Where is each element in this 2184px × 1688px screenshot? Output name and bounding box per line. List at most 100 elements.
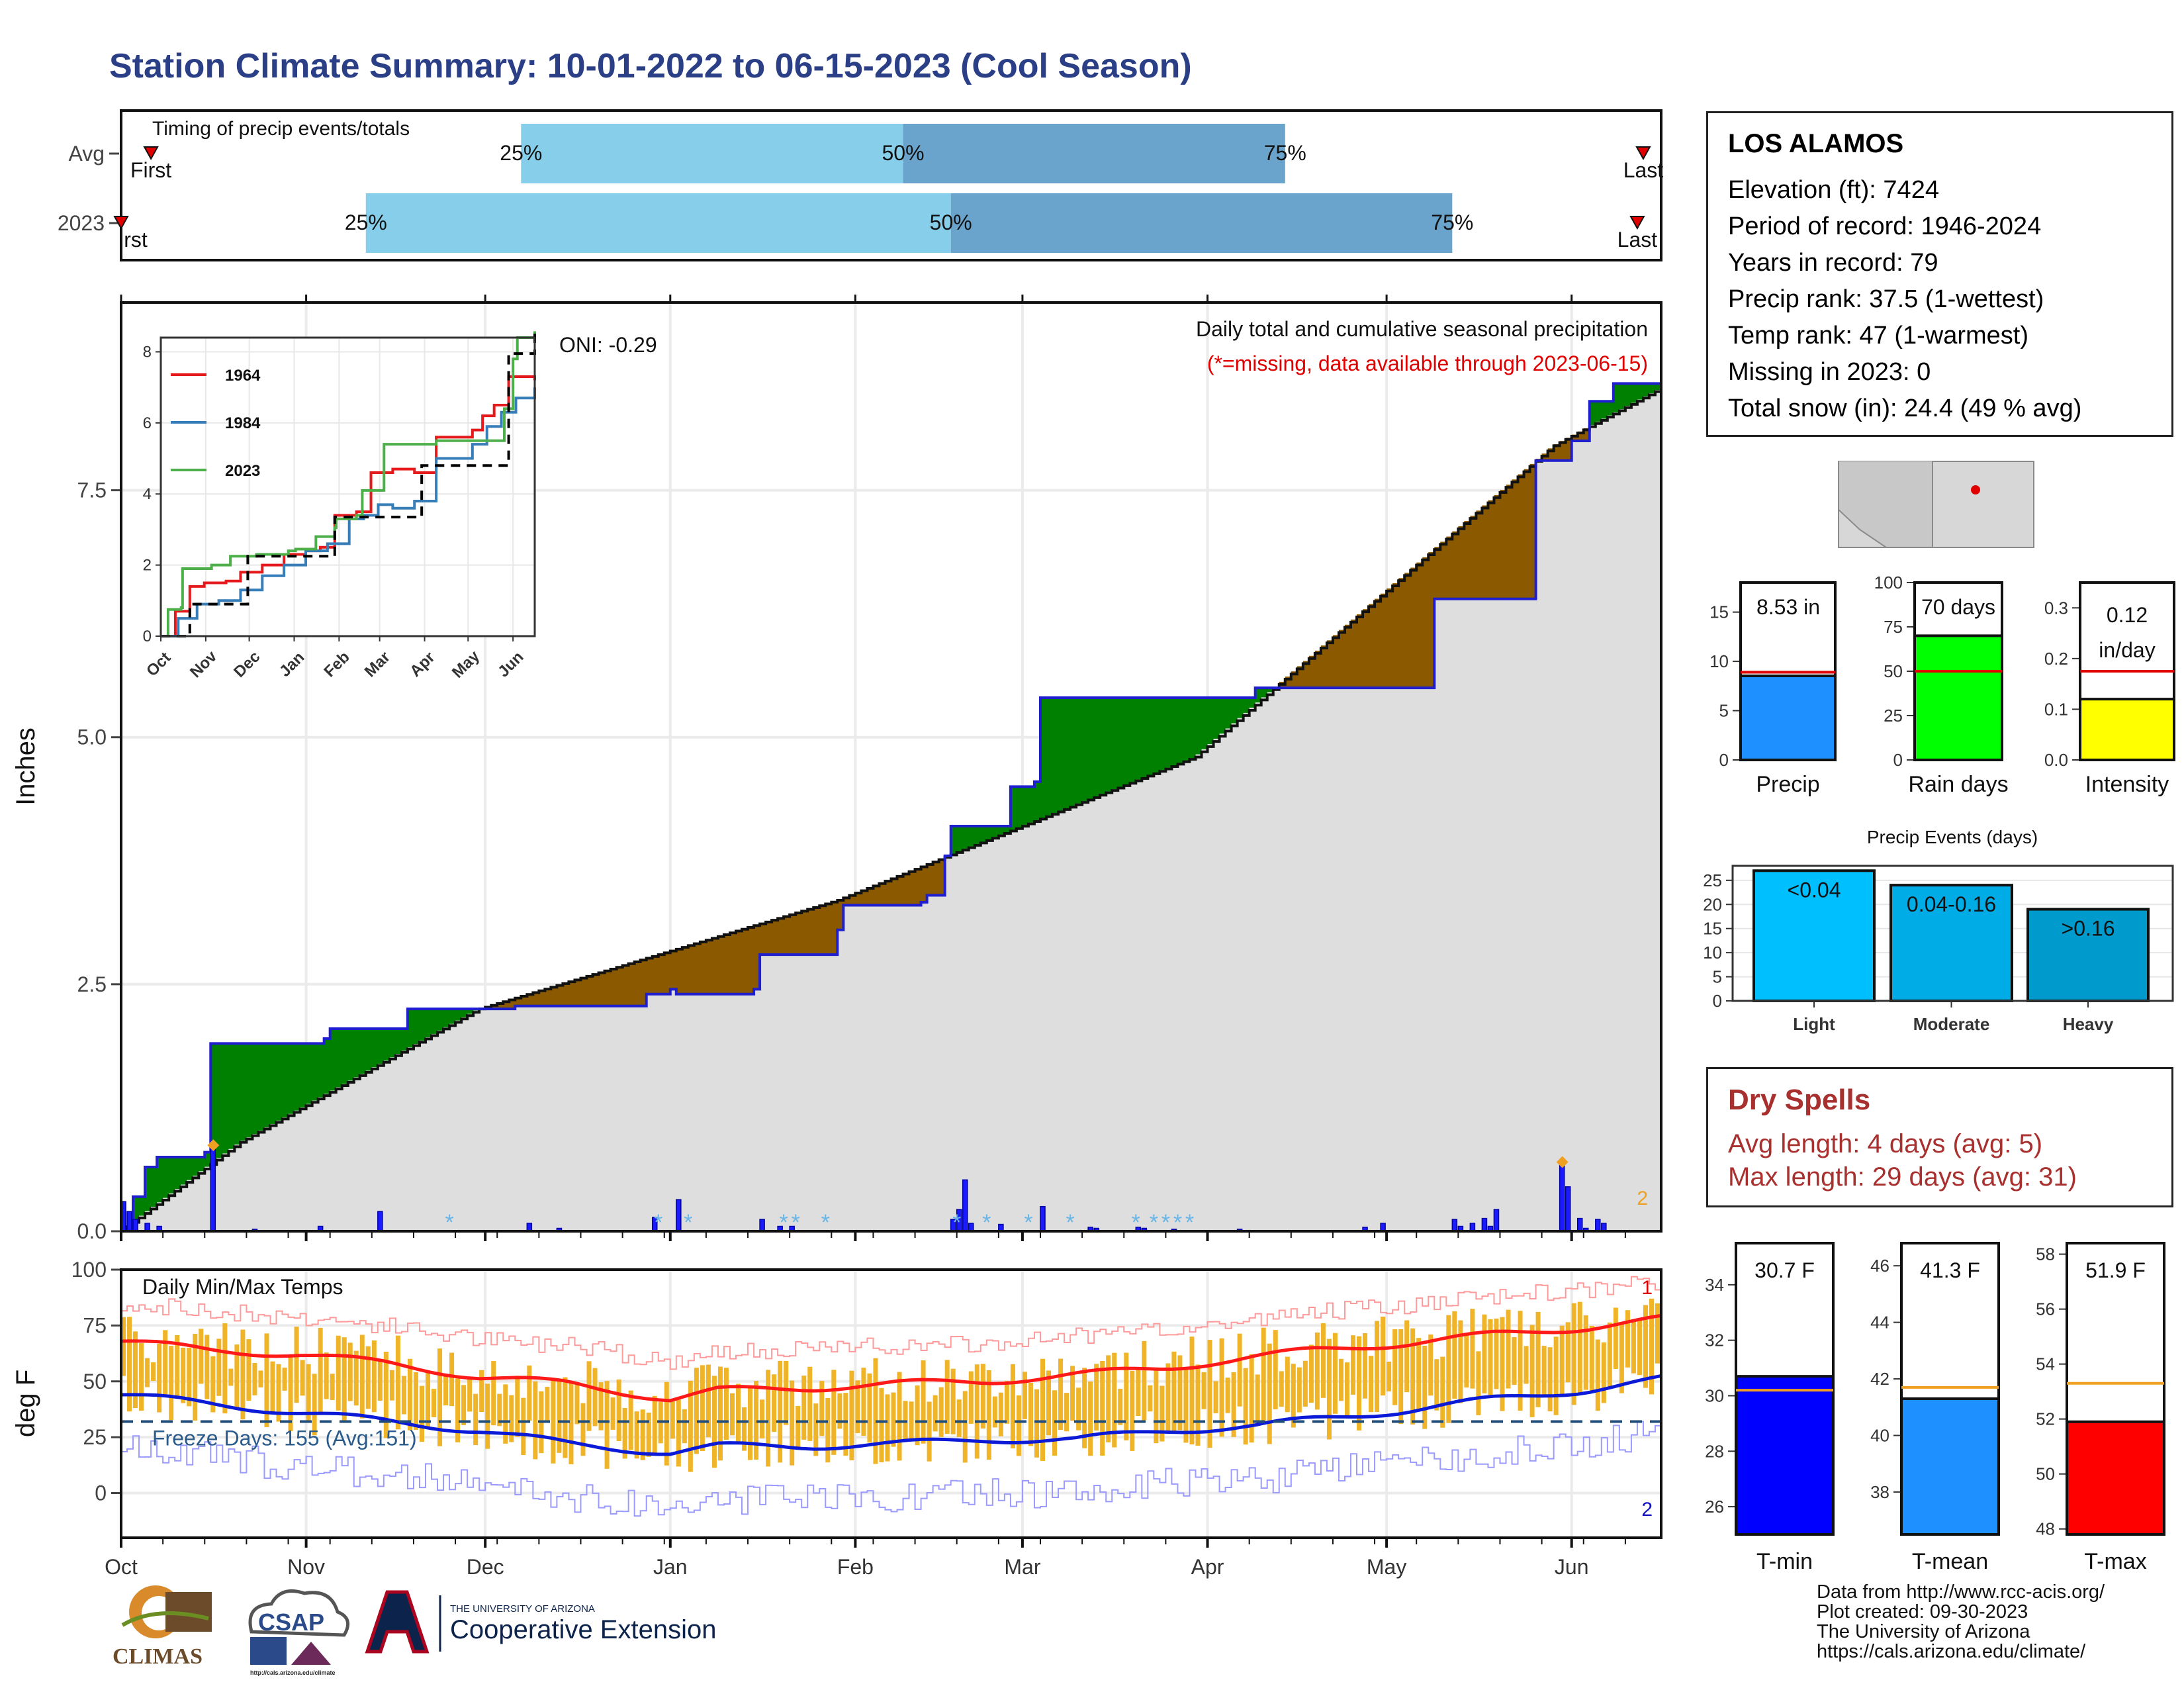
precip-base-area [915, 905, 922, 1231]
temps-daily-bar [1631, 1321, 1636, 1374]
precip-surplus-area [365, 1029, 373, 1071]
temps-daily-bar [551, 1378, 556, 1464]
temps-daily-bar [754, 1381, 759, 1460]
temps-daily-bar [473, 1393, 478, 1446]
temps-daily-bar [700, 1365, 705, 1452]
precip-deficit-area [723, 933, 731, 994]
precip-deficit-area [754, 924, 760, 990]
temps-daily-bar [986, 1370, 991, 1460]
temps-daily-bar [1100, 1361, 1105, 1456]
precip-deficit-area [1488, 500, 1495, 599]
precip-base-area [485, 1009, 492, 1231]
precip-surplus-area [371, 1029, 379, 1068]
precip-base-area [252, 1134, 259, 1231]
precip-base-area [1338, 688, 1345, 1231]
precip-base-area [1189, 758, 1197, 1231]
precip-base-area [855, 905, 862, 1231]
precip-base-area [646, 994, 653, 1231]
station-temp-rank: Temp rank: 47 (1-warmest) [1728, 322, 2029, 350]
temps-daily-bar [282, 1368, 287, 1391]
temps-daily-bar [634, 1411, 639, 1459]
timing-row-label-Avg: Avg [68, 142, 105, 165]
temps-daily-bar [133, 1331, 138, 1408]
inset-legend-label: 1964 [225, 367, 261, 385]
ua-big-text: Cooperative Extension [450, 1615, 716, 1644]
precip-daily-bar [1493, 1209, 1500, 1232]
temps-daily-bar [306, 1364, 311, 1422]
precip-observed-line [121, 382, 1661, 1233]
station-name: LOS ALAMOS [1728, 129, 1904, 158]
precip-deficit-area [1326, 640, 1334, 688]
events-bar-label: <0.04 [1788, 878, 1841, 902]
precip-base-area [1291, 688, 1298, 1231]
precip-base-area [270, 1123, 277, 1231]
precip-base-area [938, 895, 946, 1231]
precip-daily-bar [676, 1199, 682, 1232]
precip-surplus-area [1094, 698, 1101, 797]
precip-surplus-area [377, 1029, 385, 1064]
precip-deficit-area [491, 1004, 498, 1009]
precip-base-area [347, 1080, 355, 1231]
precip-surplus-area [956, 826, 964, 852]
precip-surplus-area [980, 826, 987, 842]
precip-surplus-area [276, 1043, 283, 1121]
precip-deficit-area [1524, 469, 1531, 599]
precip-deficit-area [933, 861, 940, 896]
temps-daily-bar [885, 1394, 890, 1462]
precip-base-area [873, 905, 880, 1231]
precip-base-area [1201, 749, 1208, 1231]
temps-daily-bar [1076, 1387, 1081, 1430]
temps-daily-bar [383, 1352, 388, 1438]
temps-daily-bar [1518, 1311, 1523, 1411]
precip-base-area [1541, 460, 1549, 1231]
precip-deficit-area [1518, 474, 1525, 599]
timing-first-label: First [130, 158, 171, 182]
precip-base-area [461, 1017, 468, 1231]
precip-surplus-area [962, 826, 970, 849]
precip-base-area [497, 1009, 504, 1231]
precip-base-area [652, 994, 659, 1231]
temps-daily-bar [938, 1387, 944, 1437]
precip-deficit-area [640, 959, 647, 1006]
precip-deficit-area [772, 919, 778, 955]
precip-snow-mark: * [792, 1210, 800, 1235]
temps-daily-bar [169, 1346, 174, 1421]
temps-daily-bar [1350, 1335, 1356, 1395]
events-category-label: Heavy [2063, 1014, 2114, 1034]
precip-surplus-area [425, 1009, 432, 1037]
precip-base-area [240, 1141, 248, 1231]
temps-ytick-label: 0 [95, 1481, 107, 1505]
precip-deficit-area [533, 992, 539, 1006]
temps-daily-bar [574, 1383, 580, 1425]
precip-base-area [1416, 688, 1423, 1231]
precip-deficit-area [1452, 531, 1459, 599]
precip-base-area [897, 905, 904, 1231]
precip-deficit-area [1500, 490, 1507, 599]
temp-bar-ytick-label: 34 [1705, 1275, 1724, 1295]
temps-daily-bar [968, 1371, 974, 1424]
timing-last-label: Last [1617, 228, 1658, 252]
precip-base-area [199, 1171, 205, 1231]
temp-bar-ytick-label: 44 [1870, 1313, 1889, 1333]
precip-corner-label: 2 [1637, 1188, 1648, 1209]
precip-base-area [288, 1113, 295, 1231]
precip-surplus-area [1589, 401, 1596, 426]
precip-daily-bar [1576, 1217, 1583, 1232]
temps-daily-bar [1118, 1388, 1123, 1425]
precip-base-area [1637, 399, 1644, 1231]
precip-base-area [1571, 440, 1578, 1231]
precip-base-area [944, 856, 952, 1231]
precip-base-area [1255, 702, 1262, 1231]
temps-daily-bar [1482, 1314, 1487, 1393]
precip-surplus-area [1142, 698, 1148, 778]
precip-deficit-area [622, 964, 629, 1006]
dry-spells-box: Dry Spells Avg length: 4 days (avg: 5) M… [1706, 1067, 2173, 1207]
temps-daily-bar [1261, 1327, 1266, 1423]
precip-base-area [956, 851, 964, 1231]
temps-daily-bar [1387, 1362, 1392, 1391]
precip-deficit-area [885, 880, 892, 906]
temps-daily-bar [1541, 1346, 1547, 1396]
precip-base-area [604, 1006, 612, 1231]
precip-surplus-area [1237, 698, 1244, 718]
